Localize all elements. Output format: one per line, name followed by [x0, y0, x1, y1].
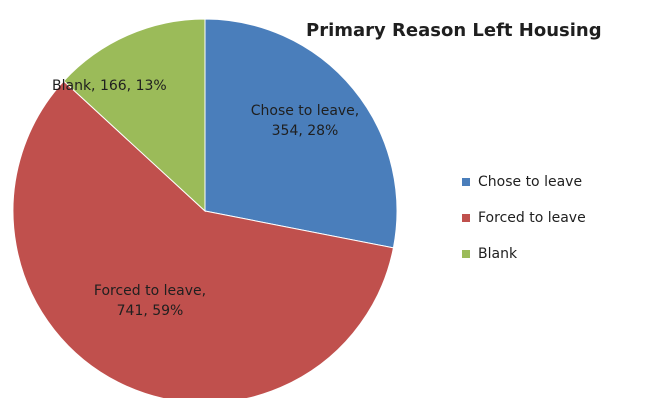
legend-swatch-forced-to-leave: [462, 214, 470, 222]
pie-slice-chose-to-leave: [204, 18, 398, 249]
chart-legend: Chose to leave Forced to leave Blank: [462, 164, 586, 272]
legend-swatch-blank: [462, 250, 470, 258]
legend-item-blank: Blank: [462, 236, 586, 272]
data-label-blank-line1: Blank, 166, 13%: [52, 78, 167, 94]
legend-label-forced-to-leave: Forced to leave: [478, 210, 586, 226]
legend-swatch-chose-to-leave: [462, 178, 470, 186]
legend-item-chose-to-leave: Chose to leave: [462, 164, 586, 200]
data-label-blank: Blank, 166, 13%: [52, 76, 167, 96]
pie-slice-blank: [62, 18, 206, 213]
legend-label-blank: Blank: [478, 246, 518, 262]
data-label-forced-to-leave: Forced to leave, 741, 59%: [65, 281, 235, 321]
data-label-forced-to-leave-line1: Forced to leave,: [93, 283, 207, 299]
data-label-chose-to-leave-line2: 354, 28%: [271, 123, 339, 139]
chart-title: Primary Reason Left Housing: [306, 20, 602, 41]
legend-item-forced-to-leave: Forced to leave: [462, 200, 586, 236]
legend-label-chose-to-leave: Chose to leave: [478, 174, 583, 190]
data-label-forced-to-leave-line2: 741, 59%: [116, 303, 184, 319]
data-label-chose-to-leave: Chose to leave, 354, 28%: [220, 101, 390, 141]
pie-slice-forced-to-leave: [12, 80, 395, 398]
data-label-chose-to-leave-line1: Chose to leave,: [250, 103, 360, 119]
